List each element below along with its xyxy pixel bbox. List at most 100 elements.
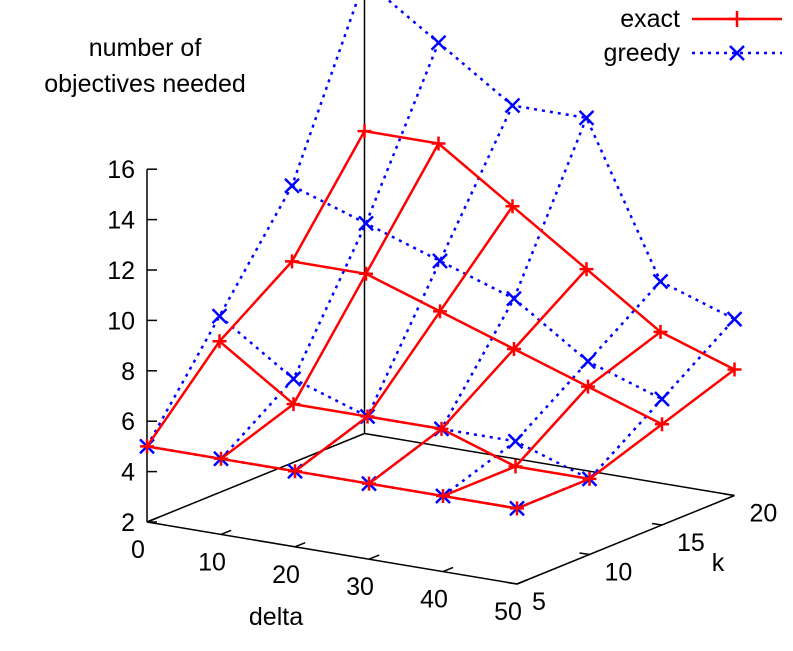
y-tick bbox=[506, 581, 518, 585]
x-tick bbox=[146, 517, 158, 523]
data-point-marker bbox=[211, 308, 228, 324]
x-tick-label: 50 bbox=[494, 598, 522, 626]
data-point-marker bbox=[507, 342, 521, 356]
data-point-marker bbox=[578, 110, 595, 126]
data-point-marker bbox=[285, 371, 302, 387]
data-point-marker bbox=[432, 253, 448, 269]
y-tick-label: 15 bbox=[677, 529, 705, 557]
data-point-marker bbox=[214, 451, 228, 466]
y-axis-label: k bbox=[712, 549, 725, 577]
series-line-delta-20 bbox=[294, 104, 514, 473]
z-axis-label-line-2: objectives needed bbox=[44, 70, 246, 98]
series-line-delta-0 bbox=[145, 0, 359, 448]
x-tick-label: 40 bbox=[420, 586, 448, 614]
data-point-marker bbox=[508, 459, 523, 474]
x-axis-line bbox=[146, 521, 518, 585]
x-axis-label: delta bbox=[249, 603, 303, 631]
z-tick-label: 6 bbox=[121, 408, 135, 436]
data-point-marker bbox=[726, 311, 743, 327]
data-point-marker bbox=[357, 124, 372, 139]
series-line-delta-10 bbox=[220, 42, 440, 460]
data-point-marker bbox=[433, 304, 447, 319]
x-tick-label: 20 bbox=[272, 561, 300, 589]
series-line-delta-30 bbox=[368, 117, 588, 485]
data-point-marker bbox=[653, 324, 668, 339]
series-line-delta-40 bbox=[442, 330, 662, 498]
data-point-marker bbox=[140, 439, 154, 454]
legend-marker-exact bbox=[729, 11, 745, 27]
series-line-delta-50 bbox=[516, 368, 736, 510]
series-line-delta-0 bbox=[145, 130, 366, 448]
data-point-marker bbox=[580, 353, 596, 370]
data-point-marker bbox=[582, 471, 597, 486]
x-tick-label: 10 bbox=[198, 548, 226, 576]
series-line-k-10 bbox=[218, 340, 590, 481]
data-point-marker bbox=[360, 409, 375, 424]
series-line-delta-10 bbox=[220, 142, 440, 460]
series-line-k-5 bbox=[146, 445, 518, 510]
z-axis-label-line-1: number of bbox=[89, 34, 202, 62]
z-tick-label: 8 bbox=[121, 358, 135, 386]
y-tick-label: 20 bbox=[750, 500, 778, 528]
series-line-delta-20 bbox=[294, 205, 514, 473]
x-tick bbox=[294, 541, 306, 548]
data-point-marker bbox=[506, 290, 522, 307]
legend: exact greedy bbox=[604, 5, 782, 67]
y-axis-line bbox=[516, 494, 735, 585]
y-tick bbox=[579, 552, 590, 556]
series-line-k-20 bbox=[386, 0, 736, 321]
legend-marker-greedy bbox=[729, 45, 745, 61]
data-point-marker bbox=[727, 362, 742, 377]
z-tick-label: 14 bbox=[107, 207, 135, 235]
data-point-marker bbox=[654, 391, 670, 407]
series-exact bbox=[140, 124, 742, 516]
y-tick bbox=[724, 493, 735, 497]
z-tick-label: 12 bbox=[107, 257, 135, 285]
data-point-marker bbox=[286, 397, 301, 412]
data-point-marker bbox=[358, 215, 374, 232]
data-point-marker bbox=[504, 97, 521, 114]
y-tick-label: 10 bbox=[605, 559, 633, 587]
data-point-marker bbox=[359, 266, 373, 281]
data-point-marker bbox=[288, 464, 302, 479]
z-tick-label: 2 bbox=[121, 509, 135, 537]
z-tick-label: 10 bbox=[107, 307, 135, 335]
x-tick bbox=[220, 529, 232, 536]
data-point-marker bbox=[285, 254, 299, 269]
y-tick-label: 5 bbox=[532, 588, 546, 616]
y-tick bbox=[651, 522, 663, 526]
z-tick-label: 4 bbox=[121, 459, 135, 487]
base-back-edge bbox=[364, 432, 735, 497]
series-line-delta-30 bbox=[368, 268, 588, 485]
x-tick bbox=[442, 566, 454, 573]
base-back-left-edge bbox=[146, 432, 365, 523]
x-tick bbox=[516, 579, 528, 585]
data-point-marker bbox=[431, 136, 446, 151]
data-point-marker bbox=[505, 199, 520, 214]
data-point-marker bbox=[434, 421, 449, 436]
series-layer bbox=[139, 0, 743, 517]
series-line-delta-50 bbox=[516, 318, 736, 510]
data-point-marker bbox=[507, 433, 524, 450]
data-point-marker bbox=[362, 476, 376, 491]
axes-layer: 2 4 6 8 10 12 14 16 0 10 20 30 40 50 5 10 15 20 bbox=[107, 0, 777, 626]
data-point-marker bbox=[284, 177, 300, 194]
x-tick bbox=[368, 554, 380, 560]
data-point-marker bbox=[652, 273, 669, 290]
series-line-k-20 bbox=[364, 129, 736, 371]
data-point-marker bbox=[212, 334, 227, 349]
data-point-marker bbox=[579, 262, 594, 277]
data-point-marker bbox=[581, 379, 595, 394]
data-point-marker bbox=[655, 417, 669, 432]
legend-label-greedy: greedy bbox=[604, 39, 681, 67]
x-tick-label: 0 bbox=[131, 536, 145, 564]
series-line-k-15 bbox=[291, 260, 663, 426]
data-point-marker bbox=[436, 489, 450, 503]
z-tick-label: 16 bbox=[107, 156, 135, 184]
legend-label-exact: exact bbox=[620, 5, 680, 33]
series-line-delta-40 bbox=[442, 280, 662, 497]
data-point-marker bbox=[430, 34, 447, 51]
x-tick-label: 30 bbox=[346, 573, 374, 601]
data-point-marker bbox=[510, 501, 524, 516]
